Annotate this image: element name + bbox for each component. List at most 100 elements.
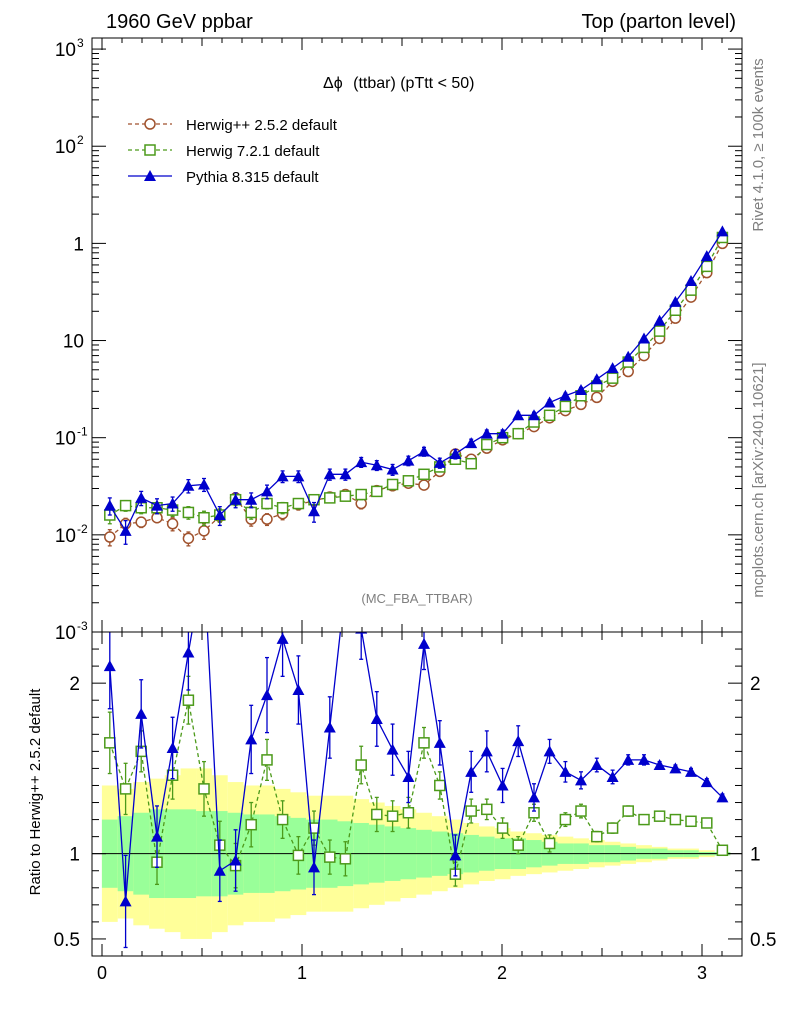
x-tick-label: 3 <box>697 963 707 983</box>
main-y-tick-label: 10 <box>55 40 76 61</box>
ratio-point-herwig7 <box>465 805 477 817</box>
ratio-point-pythia <box>386 743 399 755</box>
main-y-tick-label: 10 <box>55 429 76 450</box>
main-point-herwig7 <box>559 400 572 413</box>
main-point-pythia <box>716 225 729 237</box>
main-point-herwig7 <box>119 499 132 512</box>
main-point-herwig-pp <box>261 513 273 525</box>
mcplots-source-label: mcplots.cern.ch [arXiv:2401.10621] <box>750 362 767 597</box>
plot-title-text: (ttbar) (pTtt < 50) <box>353 75 474 92</box>
legend: Herwig++ 2.5.2 default Herwig 7.2.1 defa… <box>128 117 338 186</box>
main-point-pythia <box>418 445 430 457</box>
main-point-herwig7 <box>355 488 367 501</box>
main-point-pythia <box>292 470 305 482</box>
x-tick-labels: 0 1 2 3 <box>97 963 707 983</box>
ratio-y-axis-label: Ratio to Herwig++ 2.5.2 default <box>27 688 44 896</box>
main-point-pythia <box>685 275 697 287</box>
main-point-pythia <box>402 454 415 466</box>
ratio-point-herwig7 <box>638 813 650 826</box>
ratio-point-pythia <box>151 830 163 842</box>
main-point-pythia <box>512 409 525 421</box>
ratio-point-herwig7 <box>386 810 399 822</box>
ratio-point-pythia <box>590 759 603 771</box>
ratio-point-herwig7 <box>496 822 509 834</box>
main-point-pythia <box>700 250 713 262</box>
ratio-point-pythia <box>669 762 682 774</box>
legend-marker-herwig7 <box>144 144 156 156</box>
main-line-herwig-pp <box>109 243 723 540</box>
ratio-point-herwig7 <box>261 754 273 766</box>
main-point-pythia <box>135 491 148 503</box>
ratio-point-pythia <box>182 646 195 658</box>
main-y-tick-label: 10 <box>55 137 76 158</box>
ratio-point-herwig7 <box>371 808 383 821</box>
main-point-pythia <box>653 314 666 326</box>
main-point-pythia <box>449 447 462 459</box>
ratio-point-pythia <box>339 580 351 591</box>
ratio-point-herwig7 <box>716 844 729 857</box>
main-y-tick-label: 10 <box>55 623 76 644</box>
ratio-point-pythia <box>685 765 697 777</box>
main-point-herwig7 <box>543 409 556 422</box>
ratio-point-pythia <box>543 745 556 757</box>
main-point-pythia <box>465 437 478 449</box>
main-point-pythia <box>543 396 556 408</box>
ratio-y-tick-labels: 0.5 0.5 1 1 2 2 <box>54 674 777 951</box>
legend-marker-herwig-pp <box>144 118 156 130</box>
main-point-herwig-pp <box>418 479 430 491</box>
ratio-point-herwig7 <box>324 851 336 863</box>
ratio-y-tick-label-right: 0.5 <box>750 930 776 951</box>
ratio-point-pythia <box>292 683 305 695</box>
ratio-point-pythia <box>638 753 650 765</box>
main-point-pythia <box>355 456 368 468</box>
main-point-pythia <box>229 493 242 505</box>
ratio-point-pythia <box>622 753 635 765</box>
main-point-herwig-pp <box>182 532 195 545</box>
main-point-herwig7 <box>292 497 305 510</box>
ratio-point-herwig7 <box>104 737 116 749</box>
legend-entry-herwig-pp: Herwig++ 2.5.2 default <box>128 117 338 134</box>
main-y-tick-exponent: 2 <box>77 133 84 147</box>
main-point-pythia <box>198 478 210 490</box>
ratio-point-herwig7 <box>198 783 210 795</box>
main-point-pythia <box>276 470 289 482</box>
main-point-pythia <box>339 468 352 480</box>
main-point-pythia <box>575 383 587 395</box>
legend-entry-herwig7: Herwig 7.2.1 default <box>128 143 320 160</box>
main-point-pythia <box>213 509 226 521</box>
ratio-point-herwig7 <box>669 813 682 826</box>
main-point-herwig7 <box>182 506 195 519</box>
main-point-herwig7 <box>339 490 352 502</box>
ratio-y-tick-label-right: 1 <box>750 845 761 866</box>
main-point-pythia <box>370 459 383 471</box>
main-point-herwig-pp <box>166 518 179 530</box>
ratio-y-tick-label: 0.5 <box>54 930 80 951</box>
main-point-herwig-pp <box>591 391 603 404</box>
main-point-pythia <box>386 463 399 475</box>
main-point-pythia <box>590 373 603 385</box>
ratio-y-tick-label: 1 <box>69 845 80 866</box>
ratio-point-pythia <box>119 895 132 907</box>
main-point-pythia <box>308 505 320 517</box>
main-point-herwig7 <box>402 475 415 487</box>
ratio-point-pythia <box>323 721 336 733</box>
ratio-point-herwig7 <box>575 805 587 817</box>
main-point-herwig7 <box>371 485 383 498</box>
main-point-herwig-pp <box>198 525 210 537</box>
ratio-point-pythia <box>575 774 587 786</box>
main-y-tick-label: 10 <box>55 526 76 547</box>
ratio-point-pythia <box>449 849 462 861</box>
ratio-point-herwig7 <box>512 839 524 851</box>
ratio-point-pythia <box>402 770 415 782</box>
ratio-point-herwig7 <box>339 853 352 865</box>
ratio-point-herwig7 <box>701 817 713 829</box>
header-right: Top (parton level) <box>581 11 736 33</box>
main-point-herwig7 <box>481 438 493 451</box>
header-left: 1960 GeV ppbar <box>106 11 253 33</box>
ratio-point-pythia <box>465 765 478 777</box>
analysis-label: (MC_FBA_TTBAR) <box>361 591 472 606</box>
main-point-pythia <box>559 389 572 401</box>
ratio-point-herwig7 <box>591 830 603 843</box>
ratio-point-pythia <box>198 558 210 569</box>
main-point-pythia <box>528 409 540 421</box>
